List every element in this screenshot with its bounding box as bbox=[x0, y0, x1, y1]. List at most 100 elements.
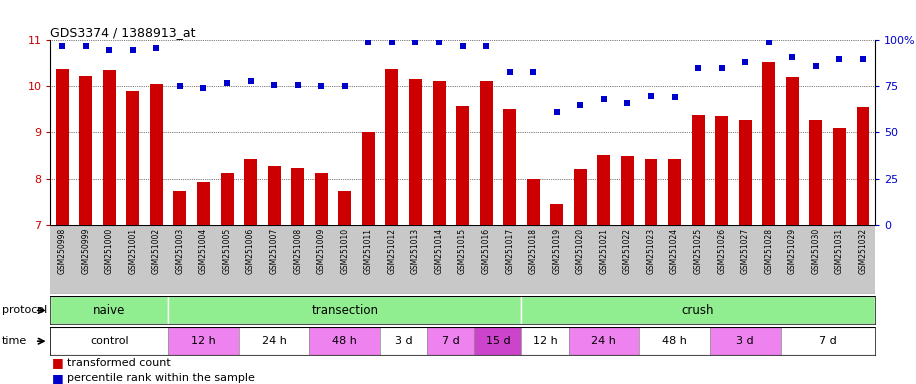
Bar bbox=[103, 70, 115, 225]
Text: GSM251022: GSM251022 bbox=[623, 228, 632, 274]
Bar bbox=[362, 132, 375, 225]
Bar bbox=[521, 327, 569, 355]
Point bbox=[290, 81, 305, 88]
Text: GSM251029: GSM251029 bbox=[788, 228, 797, 274]
Point bbox=[149, 45, 164, 51]
Text: GSM251005: GSM251005 bbox=[223, 228, 232, 274]
Bar bbox=[291, 169, 304, 225]
Bar bbox=[710, 327, 780, 355]
Bar bbox=[338, 192, 352, 225]
Point bbox=[644, 93, 659, 99]
Point bbox=[714, 65, 729, 71]
Point bbox=[550, 109, 564, 115]
Point bbox=[244, 78, 258, 84]
Text: crush: crush bbox=[682, 304, 714, 317]
Text: naive: naive bbox=[93, 304, 125, 317]
Point bbox=[738, 60, 753, 66]
Point bbox=[79, 43, 93, 49]
Bar bbox=[786, 77, 799, 225]
Text: GSM251011: GSM251011 bbox=[364, 228, 373, 274]
Bar bbox=[244, 159, 257, 225]
Text: 7 d: 7 d bbox=[819, 336, 836, 346]
Text: GSM251018: GSM251018 bbox=[529, 228, 538, 274]
Bar bbox=[738, 119, 752, 225]
Text: protocol: protocol bbox=[2, 305, 47, 316]
Bar bbox=[569, 327, 639, 355]
Text: GSM251009: GSM251009 bbox=[317, 228, 326, 274]
Text: 3 d: 3 d bbox=[736, 336, 754, 346]
Bar bbox=[221, 173, 234, 225]
Text: GSM251026: GSM251026 bbox=[717, 228, 726, 274]
Text: GSM251016: GSM251016 bbox=[482, 228, 491, 274]
Bar bbox=[79, 76, 93, 225]
Bar bbox=[645, 159, 658, 225]
Bar bbox=[456, 106, 469, 225]
Bar bbox=[386, 70, 398, 225]
Bar bbox=[527, 179, 540, 225]
Bar bbox=[409, 79, 422, 225]
Text: GDS3374 / 1388913_at: GDS3374 / 1388913_at bbox=[50, 26, 196, 39]
Point bbox=[809, 63, 823, 69]
Bar bbox=[173, 192, 186, 225]
Point bbox=[55, 43, 70, 49]
Bar bbox=[692, 116, 704, 225]
Text: GSM251028: GSM251028 bbox=[764, 228, 773, 274]
Point bbox=[573, 102, 588, 108]
Bar bbox=[315, 172, 328, 225]
Text: GSM251031: GSM251031 bbox=[835, 228, 844, 274]
Text: 48 h: 48 h bbox=[662, 336, 687, 346]
Text: GSM251025: GSM251025 bbox=[693, 228, 703, 274]
Text: GSM251006: GSM251006 bbox=[246, 228, 255, 274]
Bar bbox=[474, 327, 521, 355]
Point bbox=[361, 39, 376, 45]
Text: GSM250999: GSM250999 bbox=[82, 228, 90, 275]
Bar bbox=[780, 327, 875, 355]
Text: 12 h: 12 h bbox=[532, 336, 558, 346]
Bar bbox=[50, 327, 169, 355]
Point bbox=[125, 46, 140, 53]
Text: transection: transection bbox=[311, 304, 378, 317]
Bar bbox=[715, 116, 728, 225]
Point bbox=[479, 43, 494, 49]
Bar bbox=[310, 327, 380, 355]
Point bbox=[267, 81, 281, 88]
Point bbox=[526, 69, 540, 75]
Bar bbox=[239, 327, 310, 355]
Text: 3 d: 3 d bbox=[395, 336, 412, 346]
Text: transformed count: transformed count bbox=[67, 358, 170, 368]
Bar bbox=[197, 182, 210, 225]
Text: GSM251004: GSM251004 bbox=[199, 228, 208, 274]
Point bbox=[385, 39, 399, 45]
Text: GSM250998: GSM250998 bbox=[58, 228, 67, 274]
Bar bbox=[551, 204, 563, 225]
Bar bbox=[810, 119, 823, 225]
Bar bbox=[833, 128, 845, 225]
Bar bbox=[169, 327, 239, 355]
Point bbox=[314, 83, 329, 89]
Point bbox=[620, 100, 635, 106]
Text: 24 h: 24 h bbox=[592, 336, 616, 346]
Text: GSM251032: GSM251032 bbox=[858, 228, 867, 274]
Text: time: time bbox=[2, 336, 27, 346]
Text: GSM251012: GSM251012 bbox=[387, 228, 397, 274]
Bar bbox=[856, 107, 869, 225]
Text: GSM251001: GSM251001 bbox=[128, 228, 137, 274]
Point bbox=[667, 94, 682, 101]
Text: GSM251008: GSM251008 bbox=[293, 228, 302, 274]
Point bbox=[455, 43, 470, 49]
Point bbox=[502, 69, 517, 75]
Text: GSM251030: GSM251030 bbox=[812, 228, 821, 274]
Bar bbox=[521, 296, 875, 324]
Point bbox=[596, 96, 611, 103]
Text: GSM251003: GSM251003 bbox=[176, 228, 184, 274]
Text: 48 h: 48 h bbox=[333, 336, 357, 346]
Point bbox=[785, 54, 800, 60]
Point bbox=[102, 46, 116, 53]
Point bbox=[409, 39, 423, 45]
Point bbox=[856, 56, 870, 62]
Text: GSM251000: GSM251000 bbox=[104, 228, 114, 274]
Bar bbox=[639, 327, 710, 355]
Bar bbox=[150, 84, 163, 225]
Text: GSM251014: GSM251014 bbox=[434, 228, 443, 274]
Point bbox=[172, 83, 187, 89]
